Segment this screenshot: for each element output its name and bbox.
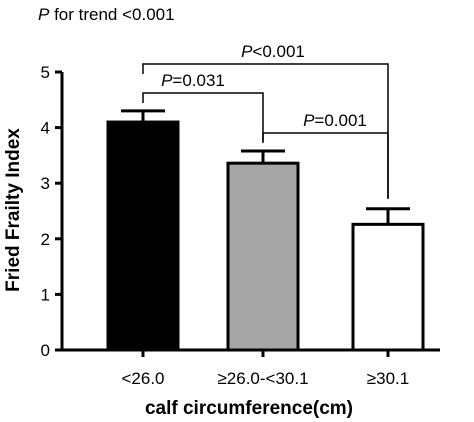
x-category-label: ≥30.1 [367, 369, 409, 388]
y-tick-label: 1 [41, 285, 50, 304]
y-tick-label: 4 [41, 119, 50, 138]
significance-label: P<0.001 [241, 42, 305, 61]
bar [226, 161, 300, 352]
trend-annotation: P for trend <0.001 [38, 5, 175, 24]
bar [351, 222, 425, 352]
y-tick-label: 5 [41, 63, 50, 82]
x-category-label: ≥26.0-<30.1 [217, 369, 308, 388]
p-letter: P [303, 111, 315, 130]
y-tick-label: 3 [41, 174, 50, 193]
y-axis-title: Fried Frailty Index [3, 128, 24, 292]
significance-label: P=0.001 [303, 111, 367, 130]
y-tick-label: 0 [41, 341, 50, 360]
significance-label: P=0.031 [161, 71, 225, 90]
x-category-label: <26.0 [121, 369, 164, 388]
trend-text: for trend <0.001 [49, 5, 174, 24]
significance-bracket [142, 92, 264, 141]
x-axis-title: calf circumference(cm) [145, 398, 353, 419]
p-value: =0.001 [314, 111, 366, 130]
p-value: <0.001 [252, 42, 304, 61]
significance-bracket [142, 63, 389, 199]
y-tick-label: 2 [41, 230, 50, 249]
p-letter: P [241, 42, 253, 61]
trend-p-letter: P [38, 5, 50, 24]
p-letter: P [161, 71, 173, 90]
bar [106, 120, 180, 352]
significance-bracket [262, 132, 389, 199]
p-value: =0.031 [172, 71, 224, 90]
